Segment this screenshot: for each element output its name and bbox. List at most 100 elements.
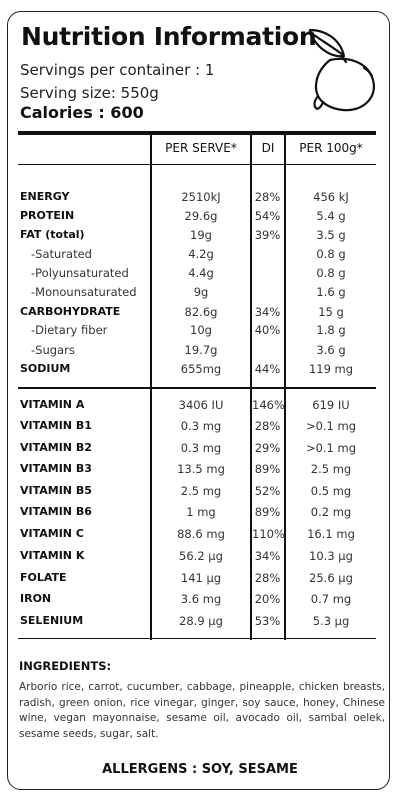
nutrient-name: VITAMIN K [20, 549, 85, 562]
vitamin-row: VITAMIN K 56.2 µg 34% 10.3 µg [0, 546, 400, 566]
nutrient-row: -Sugars 19.7g 3.6 g [0, 340, 400, 360]
per-100g-value: 0.7 mg [310, 592, 352, 606]
vitamin-row: SELENIUM 28.9 µg 53% 5.3 µg [0, 611, 400, 631]
per-100g-value: 16.1 mg [307, 527, 355, 541]
column-divider [250, 132, 252, 640]
section-divider [18, 387, 376, 389]
nutrient-row: CARBOHYDRATE 82.6g 34% 15 g [0, 302, 400, 322]
nutrient-name: VITAMIN A [20, 398, 85, 411]
nutrient-name: FOLATE [20, 571, 67, 584]
nutrient-name: VITAMIN B2 [20, 441, 92, 454]
per-serve-value: 82.6g [184, 305, 218, 319]
table-bottom-rule [18, 638, 376, 639]
nutrient-name: -Polyunsaturated [31, 266, 129, 280]
per-100g-value: 1.6 g [316, 285, 346, 299]
allergens-statement: ALLERGENS : SOY, SESAME [102, 762, 298, 777]
vitamin-row: VITAMIN A 3406 IU 146% 619 IU [0, 395, 400, 415]
per-100g-value: 3.6 g [316, 343, 346, 357]
servings-per-container: Servings per container : 1 [20, 61, 215, 79]
column-divider [284, 132, 286, 640]
per-100g-value: >0.1 mg [305, 441, 357, 455]
per-100g-value: 15 g [318, 305, 344, 319]
nutrient-name: -Saturated [31, 247, 92, 261]
per-serve-value: 0.3 mg [180, 419, 222, 433]
col-header-per-100g: PER 100g* [299, 141, 363, 155]
di-value: 89% [254, 462, 281, 476]
per-serve-value: 13.5 mg [177, 462, 225, 476]
nutrient-name: -Sugars [31, 343, 75, 357]
nutrient-row: -Saturated 4.2g 0.8 g [0, 244, 400, 264]
ingredients-text: Arborio rice, carrot, cucumber, cabbage,… [19, 681, 385, 740]
di-value: 29% [254, 441, 281, 455]
label-title: Nutrition Information [21, 22, 317, 51]
di-value: 40% [254, 323, 281, 337]
per-serve-value: 56.2 µg [179, 549, 223, 563]
lemon-icon [308, 28, 376, 112]
nutrient-row: SODIUM 655mg 44% 119 mg [0, 359, 400, 379]
header-rule [18, 164, 376, 165]
per-serve-value: 3.6 mg [180, 592, 222, 606]
di-value: 110% [252, 527, 285, 541]
per-100g-value: 25.6 µg [309, 571, 353, 585]
nutrient-name: IRON [20, 592, 52, 605]
di-value: 28% [254, 571, 281, 585]
di-value: 20% [254, 592, 281, 606]
nutrient-name: PROTEIN [20, 209, 75, 222]
per-serve-value: 88.6 mg [177, 527, 225, 541]
per-serve-value: 10g [190, 323, 212, 337]
per-serve-value: 29.6g [184, 209, 218, 223]
nutrient-name: FAT (total) [20, 228, 85, 241]
per-100g-value: >0.1 mg [305, 419, 357, 433]
nutrient-row: PROTEIN 29.6g 54% 5.4 g [0, 206, 400, 226]
di-value: 89% [254, 505, 281, 519]
di-value: 53% [254, 614, 281, 628]
serving-size: Serving size: 550g [20, 84, 159, 102]
vitamin-row: VITAMIN B5 2.5 mg 52% 0.5 mg [0, 481, 400, 501]
di-value: 39% [254, 228, 281, 242]
nutrient-name: VITAMIN B6 [20, 505, 92, 518]
nutrient-row: ENERGY 2510kJ 28% 456 kJ [0, 187, 400, 207]
per-serve-value: 4.2g [188, 247, 214, 261]
per-100g-value: 1.8 g [316, 323, 346, 337]
table-top-rule [18, 131, 376, 135]
vitamin-row: VITAMIN B2 0.3 mg 29% >0.1 mg [0, 438, 400, 458]
per-100g-value: 0.2 mg [310, 505, 352, 519]
ingredients-heading: INGREDIENTS: [19, 659, 112, 673]
nutrient-name: VITAMIN B5 [20, 484, 92, 497]
nutrient-name: -Monounsaturated [31, 285, 137, 299]
nutrient-name: ENERGY [20, 190, 70, 203]
nutrient-name: CARBOHYDRATE [20, 305, 121, 318]
nutrient-row: -Polyunsaturated 4.4g 0.8 g [0, 263, 400, 283]
vitamin-row: VITAMIN B1 0.3 mg 28% >0.1 mg [0, 416, 400, 436]
vitamin-row: VITAMIN B3 13.5 mg 89% 2.5 mg [0, 459, 400, 479]
per-100g-value: 10.3 µg [309, 549, 353, 563]
per-serve-value: 655mg [180, 362, 222, 376]
per-serve-value: 3406 IU [178, 398, 224, 412]
vitamin-row: VITAMIN C 88.6 mg 110% 16.1 mg [0, 524, 400, 544]
col-header-per-serve: PER SERVE* [165, 141, 237, 155]
nutrient-name: SELENIUM [20, 614, 84, 627]
di-value: 54% [254, 209, 281, 223]
di-value: 28% [254, 419, 281, 433]
di-value: 34% [254, 549, 281, 563]
per-serve-value: 9g [193, 285, 209, 299]
di-value: 44% [254, 362, 281, 376]
vitamin-row: VITAMIN B6 1 mg 89% 0.2 mg [0, 502, 400, 522]
nutrient-row: -Dietary fiber 10g 40% 1.8 g [0, 320, 400, 340]
column-divider [150, 132, 152, 640]
di-value: 28% [254, 190, 281, 204]
per-serve-value: 19.7g [184, 343, 218, 357]
per-100g-value: 5.4 g [316, 209, 346, 223]
nutrient-name: VITAMIN B1 [20, 419, 92, 432]
per-serve-value: 4.4g [188, 266, 214, 280]
vitamin-row: IRON 3.6 mg 20% 0.7 mg [0, 589, 400, 609]
per-serve-value: 1 mg [186, 505, 216, 519]
per-100g-value: 119 mg [308, 362, 354, 376]
nutrient-name: -Dietary fiber [31, 323, 108, 337]
nutrient-name: SODIUM [20, 362, 71, 375]
nutrient-name: VITAMIN B3 [20, 462, 92, 475]
nutrition-label-frame [7, 11, 390, 790]
per-100g-value: 619 IU [312, 398, 350, 412]
nutrient-row: -Monounsaturated 9g 1.6 g [0, 282, 400, 302]
per-100g-value: 2.5 mg [310, 462, 352, 476]
